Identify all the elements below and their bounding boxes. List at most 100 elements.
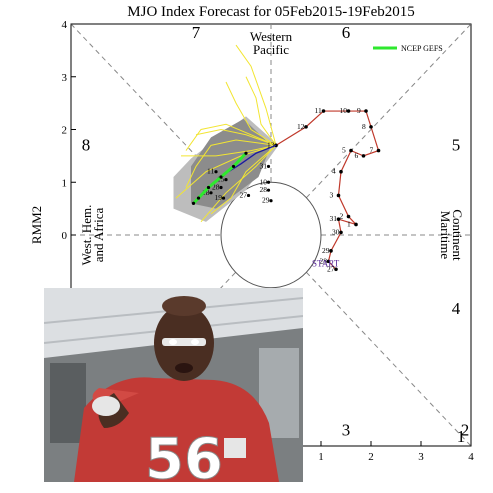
observed-day-label: 3 bbox=[330, 190, 334, 199]
ensemble-member-line bbox=[225, 81, 277, 146]
observed-point bbox=[369, 125, 373, 129]
observed-day-label: 29 bbox=[322, 246, 330, 255]
ensemble-member-line bbox=[185, 139, 277, 188]
ensemble-mean-track bbox=[191, 151, 248, 205]
photo-face-mask bbox=[162, 338, 206, 346]
observed-point bbox=[339, 230, 343, 235]
x-tick-label: 2 bbox=[368, 451, 374, 463]
region-label-right: Continent bbox=[450, 209, 465, 261]
region-label-right: Maritime bbox=[438, 211, 453, 260]
legend-label: NCEP GEFS bbox=[401, 44, 443, 53]
observed-day-label: 8 bbox=[362, 122, 366, 131]
observed-day-label: 28 bbox=[320, 256, 328, 265]
forecast-day-label: 19 bbox=[215, 193, 223, 202]
observed-point bbox=[329, 249, 333, 253]
x-tick-label: 4 bbox=[468, 451, 474, 463]
observed-point bbox=[321, 109, 326, 113]
forecast-day-label: 31 bbox=[260, 161, 268, 170]
y-tick-label: 4 bbox=[62, 19, 68, 31]
forecast-day-label: 11 bbox=[207, 167, 214, 176]
observed-point bbox=[336, 217, 341, 221]
phase-label: 6 bbox=[342, 23, 351, 42]
observed-point bbox=[339, 169, 343, 174]
ensemble-member-line bbox=[195, 128, 277, 146]
phase-label: 1 bbox=[457, 427, 466, 446]
observed-day-label: 9 bbox=[357, 106, 361, 115]
forecast-day-point bbox=[266, 164, 271, 169]
y-axis-label: RMM2 bbox=[29, 206, 44, 244]
observed-day-label: 10 bbox=[340, 106, 348, 115]
region-label-top: Western bbox=[250, 29, 293, 44]
ensemble-member-line bbox=[181, 144, 277, 157]
forecast-day-point bbox=[209, 191, 213, 195]
legend: NCEP GEFS bbox=[373, 44, 443, 53]
y-tick-label: 2 bbox=[62, 125, 68, 137]
ensemble-member-line bbox=[210, 144, 277, 215]
y-tick-label: 1 bbox=[62, 177, 68, 189]
ensemble-mean-point bbox=[231, 164, 236, 169]
y-tick-label: 3 bbox=[62, 72, 68, 84]
forecast-day-point bbox=[266, 180, 271, 184]
observed-point bbox=[349, 148, 353, 153]
forecast-day-point bbox=[219, 185, 223, 190]
ensemble-mean-point bbox=[196, 196, 201, 200]
photo-jersey-number: 56 bbox=[145, 427, 223, 482]
observed-point bbox=[334, 267, 338, 272]
observed-day-label: 31 bbox=[330, 214, 338, 223]
forecast-day-label: 28 bbox=[212, 183, 220, 192]
ensemble-mean-point bbox=[206, 185, 211, 190]
phase-label: 7 bbox=[192, 23, 201, 42]
phase-label: 3 bbox=[342, 420, 351, 439]
photo-glove bbox=[92, 396, 120, 416]
observed-point bbox=[364, 109, 368, 113]
region-label-left: West. Hem. bbox=[79, 205, 94, 266]
forecast-day-point bbox=[214, 170, 218, 174]
ensemble-member-line bbox=[235, 44, 277, 146]
observed-day-label: 5 bbox=[342, 146, 346, 155]
observed-line bbox=[275, 110, 380, 270]
ensemble-mean-point bbox=[244, 151, 248, 155]
observed-point bbox=[376, 148, 381, 153]
ensemble-member-line bbox=[175, 144, 277, 199]
observed-point bbox=[361, 154, 366, 158]
observed-day-label: 11 bbox=[315, 106, 322, 115]
phase-label: 4 bbox=[452, 299, 461, 318]
region-label-left: and Africa bbox=[91, 208, 106, 263]
observed-day-label: 13 bbox=[267, 140, 275, 149]
forecast-day-point bbox=[224, 178, 228, 182]
observed-day-label: 27 bbox=[327, 264, 335, 273]
observed-day-label: 6 bbox=[355, 151, 359, 160]
observed-day-label: 7 bbox=[370, 146, 374, 155]
forecast-mean-line bbox=[228, 144, 277, 173]
forecast-day-label: 10 bbox=[260, 177, 268, 186]
ensemble-mean-point bbox=[191, 201, 196, 205]
phase-dividers bbox=[70, 23, 472, 447]
forecast-day-label: 27 bbox=[240, 190, 248, 199]
forecast-day-point bbox=[221, 196, 226, 200]
forecast-day-label: 28 bbox=[260, 185, 268, 194]
phase-label: 2 bbox=[461, 420, 470, 439]
observed-day-label: 4 bbox=[332, 167, 336, 176]
observed-point bbox=[326, 259, 331, 264]
observed-day-label: 1 bbox=[347, 219, 351, 228]
forecast-day-point bbox=[266, 188, 271, 192]
observed-day-label: 2 bbox=[340, 212, 344, 221]
x-tick-label: 3 bbox=[418, 451, 424, 463]
observed-point bbox=[304, 125, 308, 129]
y-tick-label: 0 bbox=[62, 230, 68, 242]
observed-point bbox=[336, 193, 341, 198]
overlay-photo: 56 bbox=[44, 288, 303, 482]
x-tick-label: 1 bbox=[318, 451, 324, 463]
observed-day-label: 30 bbox=[332, 227, 340, 236]
observed-point bbox=[354, 222, 358, 227]
chart-title: MJO Index Forecast for 05Feb2015-19Feb20… bbox=[127, 4, 414, 20]
forecast-day-point bbox=[246, 193, 251, 198]
forecast-day-label: 29 bbox=[262, 196, 270, 205]
ensemble-mean-point bbox=[219, 175, 223, 179]
region-label-top: Pacific bbox=[253, 42, 289, 57]
ensemble-members bbox=[175, 44, 277, 223]
photo-window bbox=[50, 363, 86, 443]
